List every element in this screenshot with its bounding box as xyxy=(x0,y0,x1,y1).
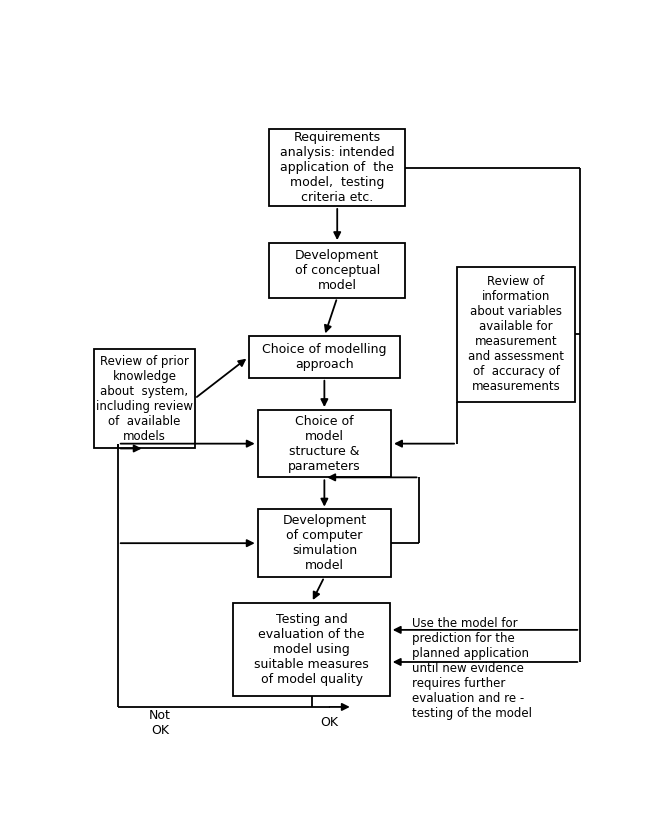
Text: Testing and
evaluation of the
model using
suitable measures
of model quality: Testing and evaluation of the model usin… xyxy=(254,613,369,686)
Text: Development
of conceptual
model: Development of conceptual model xyxy=(294,249,380,292)
FancyBboxPatch shape xyxy=(457,267,575,402)
Text: Requirements
analysis: intended
application of  the
model,  testing
criteria etc: Requirements analysis: intended applicat… xyxy=(280,131,394,204)
FancyBboxPatch shape xyxy=(269,129,405,206)
Text: Development
of computer
simulation
model: Development of computer simulation model xyxy=(282,515,367,572)
FancyBboxPatch shape xyxy=(249,336,400,378)
Text: Choice of modelling
approach: Choice of modelling approach xyxy=(262,343,387,371)
FancyBboxPatch shape xyxy=(94,349,195,449)
Text: Review of
information
about variables
available for
measurement
and assessment
o: Review of information about variables av… xyxy=(468,275,564,394)
Text: OK: OK xyxy=(320,716,339,730)
Text: Choice of
model
structure &
parameters: Choice of model structure & parameters xyxy=(288,414,361,473)
Text: Use the model for
prediction for the
planned application
until new evidence
requ: Use the model for prediction for the pla… xyxy=(412,617,532,720)
FancyBboxPatch shape xyxy=(233,603,390,696)
Text: Review of prior
knowledge
about  system,
including review
of  available
models: Review of prior knowledge about system, … xyxy=(96,354,193,443)
FancyBboxPatch shape xyxy=(258,410,391,477)
FancyBboxPatch shape xyxy=(269,243,405,298)
FancyBboxPatch shape xyxy=(258,510,391,577)
Text: Not
OK: Not OK xyxy=(149,709,171,737)
